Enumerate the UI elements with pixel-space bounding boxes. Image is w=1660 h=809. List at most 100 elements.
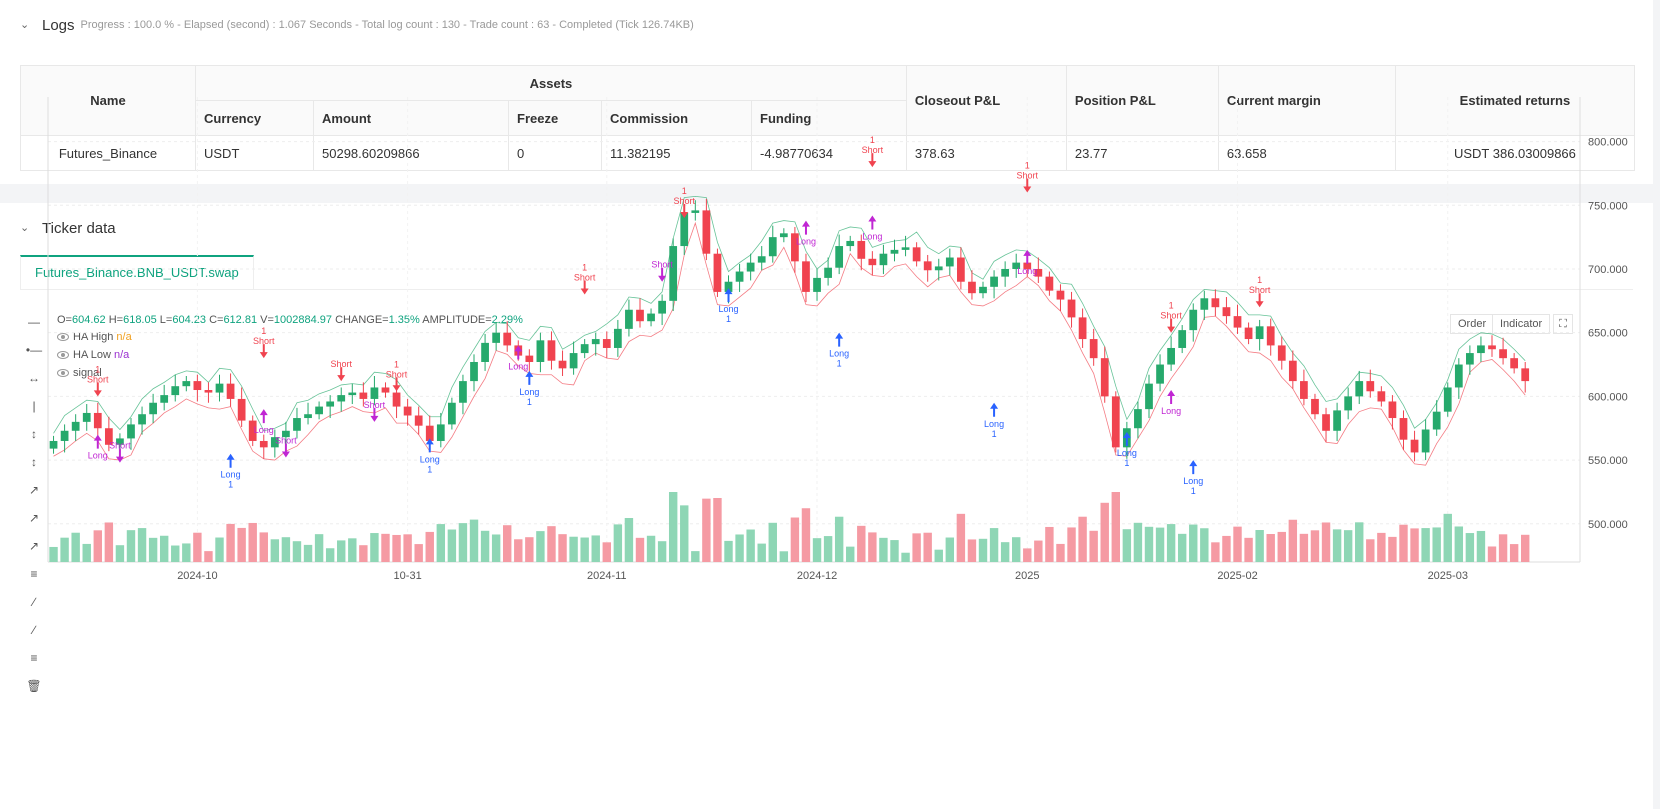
short-arrow-icon: [1255, 293, 1264, 308]
candle-body: [425, 425, 434, 441]
candle-body: [968, 281, 976, 294]
eye-icon[interactable]: [57, 333, 69, 341]
long-label: Long: [829, 349, 849, 359]
short-arrow-icon: [115, 448, 124, 463]
vertical-line-icon[interactable]: |: [32, 399, 36, 413]
candle-body: [934, 266, 943, 271]
chevron-down-icon[interactable]: ⌄: [20, 222, 30, 234]
ray-line-icon[interactable]: ↗: [28, 511, 40, 525]
volume-bar: [1498, 534, 1508, 562]
vertical-ray-icon[interactable]: ↕: [31, 427, 37, 441]
freeze-header: Freeze: [508, 100, 602, 136]
eye-icon[interactable]: [57, 351, 69, 359]
trash-icon[interactable]: 🗑: [26, 679, 42, 693]
ha-low-line: [53, 221, 1526, 466]
short-label: Short: [1249, 285, 1271, 295]
funding-header: Funding: [751, 100, 907, 136]
candle-body: [204, 390, 213, 393]
trend-line-icon[interactable]: ↗: [28, 483, 40, 497]
price-chart[interactable]: 800.000 750.000 700.000 650.000 600.000 550.0…: [20, 97, 1640, 597]
extended-line-icon[interactable]: ↗: [28, 539, 40, 553]
legend-ha-low[interactable]: HA Low n/a: [57, 349, 129, 361]
volume-bar: [1122, 529, 1132, 562]
short-arrow-icon: [392, 377, 401, 392]
volume-bar: [1288, 519, 1298, 562]
long-label: Long: [796, 237, 816, 247]
volume-bar: [270, 539, 280, 562]
candle-body: [1521, 368, 1530, 382]
candle-body: [735, 271, 744, 282]
short-count: 1: [95, 364, 100, 374]
volume-bar: [1399, 524, 1408, 562]
fib-retracement-icon[interactable]: ≡: [30, 651, 38, 665]
volume-bar: [1189, 524, 1198, 562]
long-arrow-icon: [226, 453, 235, 468]
volume-bar: [447, 529, 457, 562]
long-arrow-icon: [990, 402, 999, 417]
vertical-segment-icon[interactable]: ↕: [31, 455, 37, 469]
name-header: Name: [20, 65, 196, 136]
volume-bar: [1133, 522, 1143, 562]
volume-bar: [812, 538, 822, 562]
chevron-down-icon[interactable]: ⌄: [20, 19, 30, 31]
horizontal-ray-icon[interactable]: •—: [25, 343, 43, 357]
long-arrow-icon: [835, 332, 844, 347]
fullscreen-icon[interactable]: ⛶: [1553, 314, 1573, 334]
candle-body: [403, 406, 412, 416]
candle-body: [1366, 381, 1375, 392]
volume-bar: [912, 533, 921, 562]
short-label: Short: [364, 400, 386, 410]
short-count: 1: [1257, 275, 1262, 285]
short-label: Short: [87, 374, 109, 384]
candle-body: [768, 237, 777, 257]
candle-body: [381, 387, 390, 393]
parallel-channel-icon[interactable]: ∕: [32, 595, 35, 609]
volume-bar: [458, 523, 468, 562]
volume-bar: [292, 541, 302, 562]
candle-body: [1399, 418, 1408, 440]
cell-amount: 50298.60209866: [313, 135, 509, 171]
x-tick-label: 10-31: [394, 570, 422, 582]
indicator-button[interactable]: Indicator: [1492, 314, 1551, 334]
horizontal-segment-icon[interactable]: ↔: [28, 371, 40, 385]
legend-signal[interactable]: signal: [57, 367, 102, 379]
short-arrow-icon: [337, 367, 346, 382]
volume-bar: [757, 543, 766, 562]
price-range-icon[interactable]: ≡: [30, 567, 38, 581]
volume-bar: [1509, 544, 1519, 562]
volume-bar: [370, 533, 379, 562]
volume-bar: [1177, 533, 1187, 562]
candle-body: [846, 240, 855, 247]
volume-bar: [668, 492, 678, 562]
candle-body: [1443, 387, 1452, 412]
candle-body: [1156, 364, 1164, 384]
volume-bar: [1078, 516, 1087, 562]
ticker-header[interactable]: ⌄ Ticker data: [20, 219, 116, 237]
ohlc-readout: O=604.62 H=618.05 L=604.23 C=612.81 V=10…: [57, 314, 523, 326]
candle-body: [326, 401, 335, 407]
legend-ha-high[interactable]: HA High n/a: [57, 331, 132, 343]
volume-bar: [691, 551, 700, 562]
candle-body: [724, 281, 733, 292]
candle-body: [127, 424, 135, 439]
fib-channel-icon[interactable]: ∕: [32, 623, 35, 637]
volume-bar: [646, 535, 656, 562]
candle-body: [1421, 429, 1430, 453]
short-label: Short: [574, 272, 596, 282]
crosshair-line-icon[interactable]: —: [28, 315, 40, 329]
volume-bar: [49, 546, 58, 562]
commission-header: Commission: [601, 100, 752, 136]
order-button[interactable]: Order: [1450, 314, 1495, 334]
long-label: Long: [519, 387, 539, 397]
volume-bar: [901, 552, 910, 562]
logs-header[interactable]: ⌄ Logs Progress : 100.0 % - Elapsed (sec…: [20, 16, 694, 34]
closeout-header: Closeout P&L: [905, 65, 1067, 136]
cell-funding: -4.98770634: [751, 135, 907, 171]
volume-bar: [1343, 530, 1353, 562]
candle-body: [237, 398, 246, 421]
eye-icon[interactable]: [57, 369, 69, 377]
candle-body: [282, 430, 290, 438]
candle-body: [591, 339, 600, 345]
volume-bar: [1000, 542, 1010, 562]
volume-bar: [834, 516, 844, 562]
